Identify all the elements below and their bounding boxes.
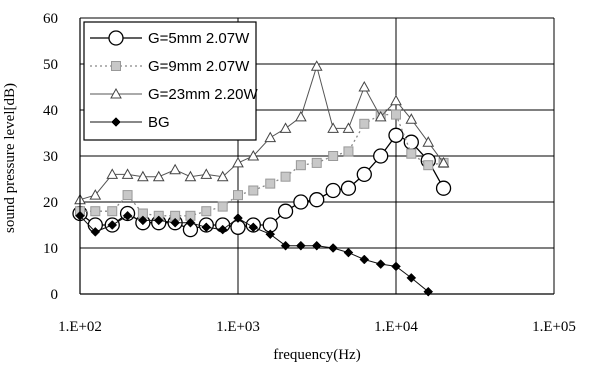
data-point-2-17: [342, 122, 355, 133]
data-point-3-18: [359, 254, 370, 265]
data-point-3-7: [185, 217, 196, 228]
data-point-3-10: [233, 213, 243, 223]
data-point-3-4: [138, 215, 148, 226]
data-point-1-11: [248, 185, 259, 196]
data-point-2-7: [184, 170, 197, 182]
data-point-3-19: [375, 259, 386, 269]
data-point-3-5: [153, 215, 164, 226]
x-tick-label-1: 1.E+03: [216, 319, 260, 335]
legend-label-0: G=5mm 2.07W: [148, 30, 250, 47]
data-point-2-22: [422, 136, 435, 147]
data-point-1-14: [295, 160, 306, 171]
data-point-3-21: [406, 273, 417, 283]
data-point-1-22: [423, 160, 434, 171]
data-point-3-16: [328, 243, 338, 253]
legend-marker-2: [110, 87, 122, 99]
data-point-3-11: [248, 222, 259, 233]
data-point-0-15: [309, 192, 325, 208]
legend-marker-0: [108, 30, 124, 46]
data-point-2-3: [121, 168, 134, 179]
data-point-0-17: [340, 180, 357, 196]
data-point-1-9: [217, 201, 228, 212]
data-point-1-12: [265, 178, 276, 189]
data-point-2-21: [405, 113, 418, 124]
y-tick-label-4: 40: [43, 103, 58, 119]
data-point-2-8: [200, 168, 213, 179]
data-point-2-15: [310, 60, 323, 71]
y-tick-label-6: 60: [43, 11, 58, 27]
data-point-2-9: [216, 170, 229, 182]
data-point-2-11: [247, 149, 260, 161]
data-point-3-1: [90, 227, 101, 237]
y-tick-label-3: 30: [43, 149, 58, 165]
data-point-3-12: [265, 229, 276, 240]
data-point-0-13: [277, 203, 294, 219]
series-2: [74, 60, 450, 205]
legend-label-2: G=23mm 2.20W: [148, 86, 258, 103]
data-point-0-21: [403, 134, 419, 150]
y-tick-label-1: 10: [43, 241, 58, 257]
data-point-1-21: [406, 148, 417, 159]
y-axis-title: sound pressure level[dB): [2, 83, 18, 233]
data-point-2-14: [295, 110, 307, 122]
data-point-3-2: [107, 220, 118, 230]
data-point-1-15: [311, 157, 322, 168]
legend-label-3: BG: [148, 114, 170, 131]
legend-label-1: G=9mm 2.07W: [148, 58, 250, 75]
y-tick-label-0: 0: [51, 287, 59, 303]
data-point-1-17: [343, 146, 354, 157]
data-point-1-18: [359, 118, 370, 129]
data-point-0-14: [293, 194, 309, 210]
data-point-3-20: [391, 261, 401, 272]
data-point-1-16: [328, 151, 339, 161]
data-point-2-20: [390, 94, 402, 106]
data-point-1-20: [391, 109, 401, 120]
data-point-0-23: [435, 180, 452, 196]
data-point-0-20: [388, 127, 404, 143]
data-point-1-3: [122, 190, 133, 201]
legend-marker-3: [111, 117, 121, 127]
data-point-2-2: [106, 168, 119, 179]
data-point-1-2: [107, 206, 118, 217]
data-point-1-1: [90, 206, 101, 217]
data-point-2-19: [374, 110, 387, 122]
data-point-2-23: [437, 156, 450, 168]
legend-marker-1: [111, 61, 121, 71]
x-tick-label-2: 1.E+04: [374, 319, 418, 335]
y-tick-label-2: 20: [43, 195, 58, 211]
tick-labels: 0 10 20 30 40 50 60 1.E+02 1.E+03 1.E+04 1.E+05: [43, 11, 576, 335]
data-point-2-16: [327, 122, 339, 133]
data-point-0-18: [356, 166, 372, 183]
data-point-0-19: [373, 148, 389, 164]
data-point-3-17: [343, 247, 354, 258]
data-point-1-8: [201, 206, 212, 217]
data-point-2-1: [89, 189, 102, 200]
x-axis-title: frequency(Hz): [273, 347, 360, 363]
data-point-2-6: [169, 163, 181, 175]
data-point-3-3: [122, 210, 133, 221]
data-point-2-10: [232, 156, 244, 168]
data-point-2-13: [279, 122, 292, 133]
data-point-1-13: [280, 171, 291, 182]
y-tick-label-5: 50: [43, 57, 58, 73]
data-point-3-6: [170, 217, 180, 228]
series-3: [75, 210, 434, 297]
data-point-2-12: [264, 131, 277, 143]
legend: G=5mm 2.07W G=9mm 2.07W G=23mm 2.20W BG: [83, 21, 258, 141]
data-point-2-5: [152, 170, 165, 182]
data-point-3-14: [296, 240, 306, 251]
data-point-3-8: [201, 222, 212, 233]
data-point-1-10: [233, 190, 243, 201]
data-point-3-15: [311, 240, 322, 251]
axes: [79, 17, 555, 295]
x-tick-label-3: 1.E+05: [532, 319, 576, 335]
data-point-3-13: [280, 240, 291, 251]
data-point-3-9: [217, 224, 228, 235]
data-point-0-16: [325, 182, 341, 199]
series-layer: [72, 60, 452, 297]
data-point-2-18: [358, 80, 371, 92]
x-tick-label-0: 1.E+02: [58, 319, 102, 335]
data-point-2-4: [137, 170, 149, 182]
